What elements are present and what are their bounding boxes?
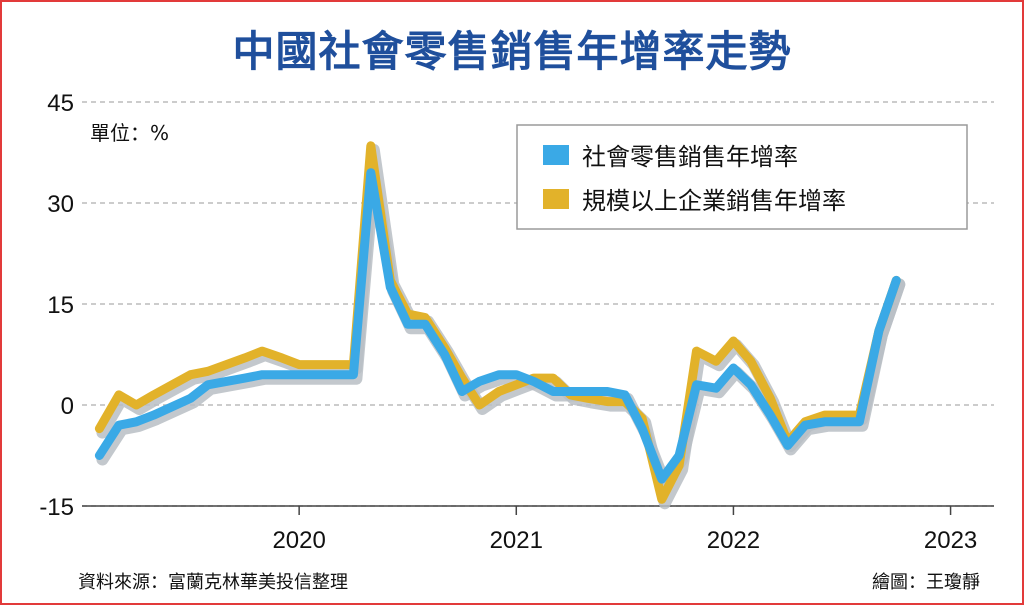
x-tick-label: 2023 (924, 527, 977, 554)
x-axis-ticks: 2020 2021 2022 2023 (82, 505, 994, 554)
legend-label-enterprise: 規模以上企業銷售年增率 (582, 187, 846, 215)
series-line-retail (94, 168, 901, 484)
series-lines (94, 141, 906, 510)
y-tick-label: 0 (61, 393, 74, 420)
credit-note: 繪圖：王瓊靜 (872, 572, 980, 593)
legend-box (516, 124, 968, 230)
legend-swatch-enterprise (543, 189, 569, 209)
y-tick-label: 45 (47, 90, 74, 117)
unit-label: 單位：% (90, 121, 169, 145)
source-note: 資料來源：富蘭克林華美投信整理 (78, 572, 348, 593)
y-tick-label: 30 (47, 191, 74, 218)
y-axis-ticks: -15 0 15 30 45 (39, 90, 74, 521)
legend-label-retail: 社會零售銷售年增率 (582, 143, 798, 171)
chart-title: 中國社會零售銷售年增率走勢 (232, 27, 792, 76)
y-tick-label: -15 (39, 494, 74, 521)
y-tick-label: 15 (47, 292, 74, 319)
x-tick-label: 2022 (707, 527, 760, 554)
legend-swatch-retail (543, 145, 569, 165)
legend: 社會零售銷售年增率 規模以上企業銷售年增率 (516, 124, 968, 230)
x-tick-label: 2021 (490, 527, 543, 554)
x-tick-label: 2020 (272, 527, 325, 554)
series-line-enterprise (94, 141, 901, 504)
